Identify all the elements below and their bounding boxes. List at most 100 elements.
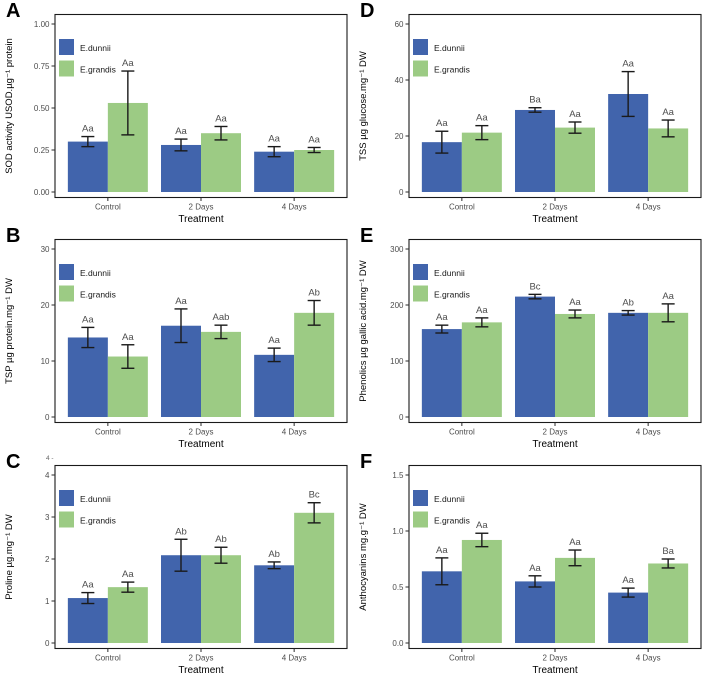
error-bar [661,303,675,323]
legend-label: E.dunnii [434,43,465,53]
sig-label: Aa [82,315,94,326]
bar-E.grandis-Control [461,539,502,643]
y-tick-label: 40 [395,76,404,85]
y-tick-label: 100 [390,357,404,366]
legend-swatch-E.grandis [413,285,428,302]
bar-E.dunnii-4 Days [608,313,649,418]
y-tick-label: 1.00 [34,20,50,29]
sig-label: Aa [215,113,227,124]
x-tick-label: Control [95,653,121,662]
y-tick-label: 0.50 [34,104,50,113]
legend-swatch-E.grandis [59,60,74,77]
panel-label-F: F [360,450,373,473]
panel-F: F 0.0 0.5 1.0 1.5 Anthocyanins mg.g⁻¹ DW Contr… [354,451,708,676]
bar-E.dunnii-4 Days [608,592,649,643]
sig-label: Aa [662,107,674,118]
panel-label-E: E [360,225,374,248]
sig-label: Aa [662,291,674,302]
legend-swatch-E.dunnii [413,39,428,55]
error-bar [568,121,582,134]
sig-label: Aa [436,545,448,556]
bar-E.dunnii-2 Days [515,109,555,192]
bar-E.grandis-2 Days [201,554,241,643]
legend-label: E.dunnii [80,268,111,278]
error-bar [307,300,321,327]
bar-E.grandis-Control [107,586,148,643]
x-tick-label: Control [449,203,475,212]
legend-label: E.grandis [434,65,470,75]
bar-E.dunnii-4 Days [254,355,295,418]
bar-E.grandis-2 Days [555,314,595,418]
error-bar [475,532,489,548]
bar-E.grandis-Control [461,322,502,418]
bar-E.grandis-2 Days [555,127,595,192]
sig-label: Aa [122,569,134,580]
sig-label: Aa [529,562,541,573]
sig-label: Ab [308,288,320,299]
sig-label: Ba [662,546,674,557]
error-bar [174,538,188,572]
legend-label: E.grandis [80,515,116,525]
y-tick-label: 0 [45,638,50,647]
chart-B: 0 10 20 30 TSP µg protein.mg⁻¹ DW Control Aa Aa… [4,239,348,450]
sig-label: Bc [309,489,320,500]
error-bar [121,70,135,136]
error-bar [214,125,228,141]
error-bar [528,107,542,113]
panel-label-D: D [360,0,375,22]
error-bar [121,581,135,593]
y-axis-title: Phenolics µg gallic acid.mg⁻¹ DW [358,261,369,402]
y-tick-label: 0.25 [34,146,50,155]
x-tick-label: 4 Days [636,203,661,212]
bar-E.dunnii-Control [421,329,462,418]
panel-C: C 4 - 0 1 2 3 4 Proline µg.mg⁻¹ DW Control Aa Aa 2 … [0,451,354,676]
legend: E.dunnii E.grandis [413,489,470,528]
x-tick-label: 2 Days [189,653,214,662]
x-tick-label: 2 Days [543,428,568,437]
y-axis-title: TSP µg protein.mg⁻¹ DW [4,278,15,384]
sig-label: Aa [82,579,94,590]
y-tick-label: 0 [399,413,404,422]
legend-swatch-E.dunnii [413,489,428,506]
legend-label: E.grandis [80,290,116,300]
error-bar [174,138,188,152]
x-tick-label: 2 Days [543,653,568,662]
legend-label: E.dunnii [80,494,111,504]
error-bar [621,70,635,118]
sig-label: Aab [213,312,230,323]
sig-label: Aa [436,118,448,129]
x-tick-label: 4 Days [282,653,307,662]
error-bar [307,146,321,154]
y-tick-label: 10 [41,357,50,366]
legend-swatch-E.dunnii [59,264,74,281]
legend-label: E.dunnii [80,43,111,53]
sig-label: Aa [476,113,488,124]
bar-E.dunnii-Control [67,597,108,643]
error-bar [435,324,449,335]
artifact-text: 4 - [46,455,54,462]
sig-label: Bc [529,282,540,293]
x-tick-label: 2 Days [543,203,568,212]
bar-E.dunnii-4 Days [254,151,295,192]
legend-label: E.grandis [434,290,470,300]
bar-E.grandis-2 Days [201,133,241,192]
error-bar [528,574,542,588]
y-axis-title: Anthocyanins mg.g⁻¹ DW [358,503,369,610]
y-tick-label: 2 [45,554,50,563]
legend-swatch-E.grandis [59,511,74,528]
bar-E.grandis-Control [461,132,502,192]
sig-label: Aa [175,296,187,307]
chart-A: 0.00 0.25 0.50 0.75 1.00 SOD activity USOD.µg… [4,13,348,225]
bar-E.dunnii-2 Days [515,296,555,418]
sig-label: Aa [476,305,488,316]
sig-label: Aa [569,109,581,120]
bar-E.dunnii-Control [67,337,108,418]
panel-E: E 0 100 200 300 Phenolics µg gallic acid.mg⁻¹… [354,225,708,450]
bar-E.dunnii-2 Days [515,581,555,643]
y-tick-label: 0.00 [34,188,50,197]
legend-swatch-E.grandis [413,60,428,77]
y-tick-label: 20 [395,132,404,141]
bar-E.grandis-4 Days [648,128,689,192]
legend-label: E.dunnii [434,494,465,504]
